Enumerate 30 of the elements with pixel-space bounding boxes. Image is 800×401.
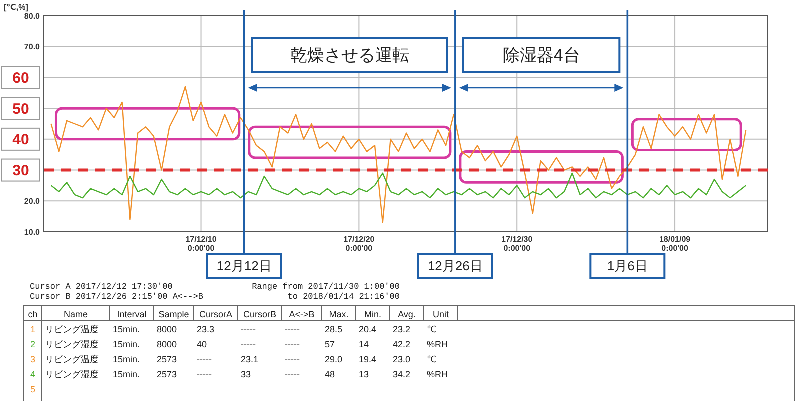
text: Cursor A 2017/12/12 17:30'00	[30, 282, 173, 292]
x-tick-label: 18/01/09 0:00'00	[659, 235, 692, 253]
text: 60	[12, 70, 30, 87]
text: 1 リビング温度 15min. 8000 23.3 ----- ----- 28.5 20.4 23.2 ℃	[30, 324, 438, 335]
y-tick-label: 10.0	[24, 228, 41, 237]
annotation: 乾燥させる運転	[290, 46, 410, 65]
text: 4 リビング湿度 15min. 2573 ----- 33 ----- 48 13 34.2 %RH	[30, 370, 448, 380]
text: 50	[12, 100, 30, 118]
y-tick-label: 80.0	[24, 12, 41, 21]
text: to 2018/01/14 21:16'00	[288, 292, 400, 302]
ref-line-label: 12月26日	[428, 258, 483, 274]
text: 5	[30, 384, 36, 395]
y-axis-title: [℃,%]	[4, 3, 29, 12]
text: 3 リビング温度 15min. 2573 ----- 23.1 ----- 29.0 19.4 23.0 ℃	[30, 354, 438, 365]
y-tick-label: 70.0	[24, 42, 41, 52]
line-series	[50, 172, 747, 199]
annotation: 除湿器4台	[502, 46, 580, 65]
text: ch Name Interval Sample CursorA CursorB A<->B Max. Min. Avg. Unit	[28, 310, 450, 320]
text: Cursor B 2017/12/26 2:15'00 A<-->B	[30, 292, 204, 302]
text: Range from 2017/11/30 1:00'00	[252, 282, 400, 292]
line-series	[50, 86, 747, 224]
ref-line-label: 12月12日	[216, 258, 272, 274]
x-tick-label: 17/12/20 0:00'00	[344, 235, 376, 253]
y-tick-label: 20.0	[24, 196, 41, 206]
x-tick-label: 17/12/30 0:00'00	[502, 235, 534, 253]
text: 30	[12, 162, 30, 180]
ref-line-label: 1月6日	[607, 258, 648, 274]
x-tick-label: 17/12/10 0:00'00	[186, 235, 218, 253]
text: 2 リビング湿度 15min. 8000 40 ----- ----- 57 14 42.2 %RH	[30, 340, 448, 350]
text: 40	[12, 132, 30, 149]
